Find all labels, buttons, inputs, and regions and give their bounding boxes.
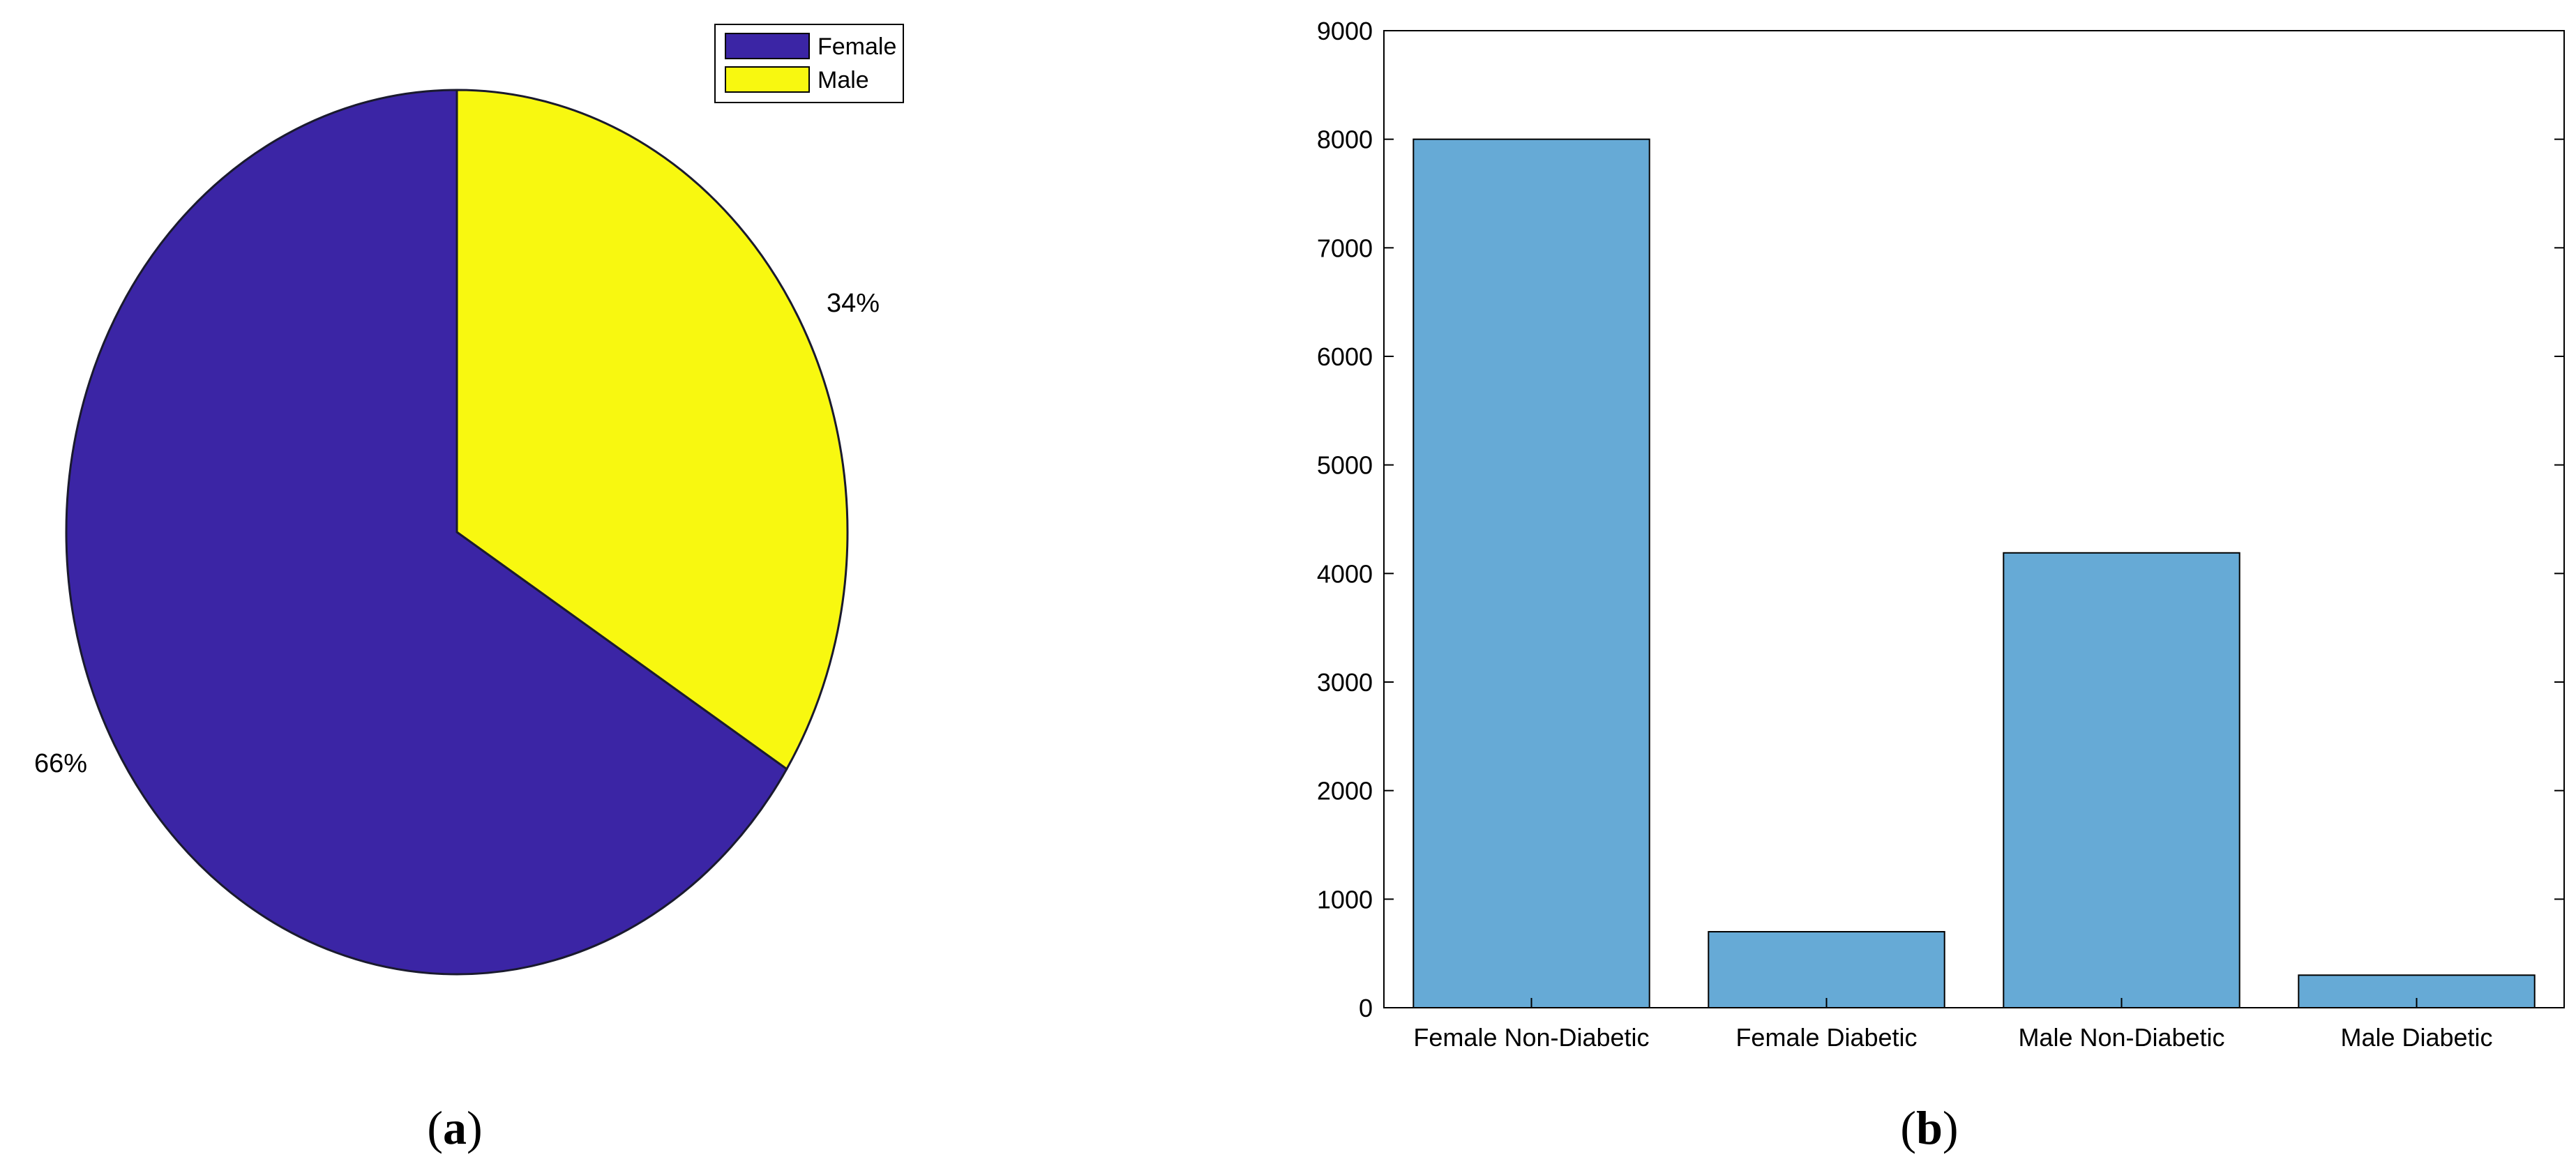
y-tick-label: 1000 (1317, 885, 1373, 914)
plot-frame (1383, 30, 2565, 1008)
bar-female-diabetic (1708, 931, 1945, 1008)
pie-label-female: 66% (34, 749, 87, 778)
pie-value-labels: 34% 66% (34, 289, 880, 778)
x-tick-label: Female Diabetic (1735, 1023, 1917, 1052)
legend-label-male: Male (818, 67, 869, 93)
y-axis-ticks: 0 1000 2000 3000 4000 5000 6000 7000 8000 9000 (1317, 17, 2564, 1022)
y-tick-label: 7000 (1317, 234, 1373, 262)
pie-slices (65, 89, 849, 976)
pie-slice-female (65, 89, 788, 976)
pie-legend: Female Male (714, 24, 904, 103)
bar-chart: 0 1000 2000 3000 4000 5000 6000 7000 8000 9000 Fe… (1317, 17, 2565, 1154)
y-tick-label: 5000 (1317, 451, 1373, 480)
y-tick-label: 6000 (1317, 342, 1373, 371)
x-tick-label: Male Diabetic (2340, 1023, 2492, 1052)
bar-male-non-diabetic (2003, 552, 2240, 1008)
x-tick-label: Male Non-Diabetic (2018, 1023, 2224, 1052)
y-tick-label: 8000 (1317, 126, 1373, 154)
x-axis-labels: Female Non-Diabetic Female Diabetic Male N… (1413, 998, 2493, 1052)
pie-chart: 34% 66% Female Male (a) (34, 24, 904, 1154)
y-tick-label: 0 (1359, 994, 1373, 1022)
y-tick-label: 9000 (1317, 17, 1373, 45)
legend-label-female: Female (818, 33, 896, 60)
panel-label-b: (b) (1900, 1101, 1958, 1154)
y-tick-label: 4000 (1317, 559, 1373, 588)
y-tick-label: 3000 (1317, 668, 1373, 697)
bars (1413, 138, 2536, 1009)
legend-swatch-female (725, 33, 810, 59)
panel-label-a: (a) (427, 1101, 482, 1154)
x-tick-label: Female Non-Diabetic (1413, 1023, 1649, 1052)
bar-female-non-diabetic (1413, 138, 1650, 1009)
pie-label-male: 34% (827, 289, 880, 318)
legend-swatch-male (725, 66, 810, 93)
pie-slice-male (455, 89, 849, 771)
y-tick-label: 2000 (1317, 777, 1373, 805)
